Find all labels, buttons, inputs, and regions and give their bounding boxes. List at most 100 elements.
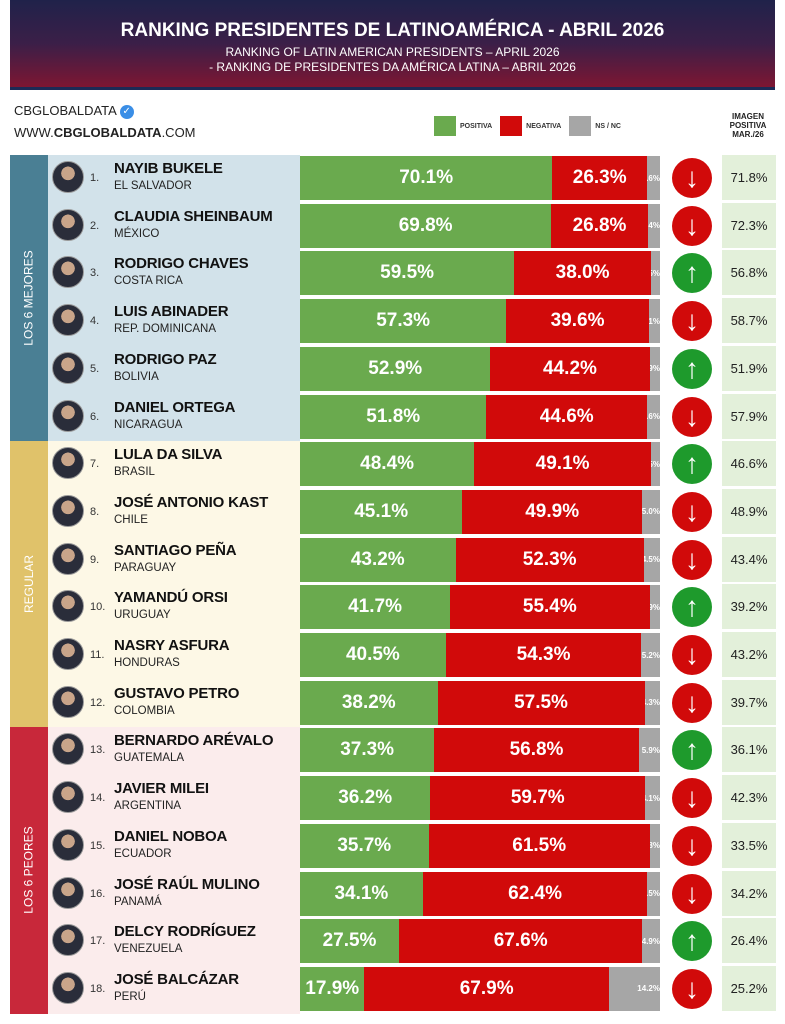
legend-swatch-positive [434, 116, 456, 136]
ns-segment: 2.5% [650, 442, 660, 487]
brand-url: WWW.CBGLOBALDATA.COM [14, 122, 196, 144]
ns-segment: 4.9% [642, 919, 660, 964]
rank-number: 12. [90, 696, 106, 709]
president-name: DELCY RODRÍGUEZ [114, 923, 256, 941]
president-name: JOSÉ BALCÁZAR [114, 970, 239, 988]
approval-bar: 57.3%39.6%3.1% [300, 299, 660, 344]
positive-segment: 69.8% [300, 203, 552, 248]
positive-segment: 35.7% [300, 823, 429, 868]
previous-positive-value: 33.5% [722, 822, 776, 869]
previous-positive-value: 39.7% [722, 679, 776, 726]
positive-segment: 70.1% [300, 156, 553, 200]
president-name: DANIEL NOBOA [114, 827, 228, 845]
verified-badge-icon: ✓ [119, 104, 134, 119]
president-photo [52, 828, 84, 861]
positive-segment: 48.4% [300, 442, 475, 487]
negative-segment: 67.6% [399, 919, 643, 964]
rank-number: 15. [90, 839, 106, 852]
group-background [48, 441, 300, 728]
ns-segment: 2.9% [649, 346, 660, 391]
url-prefix: WWW. [14, 125, 54, 140]
approval-bar: 45.1% 49.9% 5.0% [300, 489, 660, 534]
trend-up-arrow-icon: ↑ [672, 587, 712, 628]
previous-positive-value: 48.9% [722, 488, 776, 535]
positive-segment: 34.1% [300, 871, 423, 916]
president-photo [52, 638, 84, 670]
negative-segment: 44.2% [490, 346, 650, 391]
group-label-text: LOS 6 MEJORES [22, 250, 36, 346]
rank-number: 18. [90, 982, 106, 995]
country-name: ARGENTINA [114, 800, 182, 813]
president-row: 14.JAVIER MILEIARGENTINA36.2%59.7%4.1%↓4… [48, 775, 778, 822]
trend-down-arrow-icon: ↓ [672, 539, 712, 580]
president-photo [52, 447, 84, 480]
trend-down-arrow-icon: ↓ [672, 396, 712, 437]
negative-segment: 26.8% [551, 203, 648, 248]
ns-segment: 5.9% [638, 728, 660, 773]
ns-segment: 3.5% [647, 871, 660, 916]
approval-bar: 51.8%44.6%3.6% [300, 394, 660, 439]
president-photo [52, 781, 84, 814]
previous-positive-value: 57.9% [722, 393, 776, 440]
president-row: 3. RODRIGO CHAVES COSTA RICA 59.5%38.0%2.5%… [48, 250, 778, 297]
positive-segment: 27.5% [300, 919, 399, 964]
president-name: BERNARDO ARÉVALO [114, 732, 274, 750]
president-row: 11. NASRY ASFURA HONDURAS 40.5% 54.3% 5.2% ↓ 43… [48, 632, 778, 678]
president-row: 18. JOSÉ BALCÁZAR PERÚ 17.9% 67.9% 14.2% ↓ 25.2… [48, 965, 778, 1012]
president-photo [52, 161, 84, 193]
previous-positive-value: 56.8% [722, 250, 776, 297]
approval-bar: 27.5% 67.6% 4.9% [300, 919, 660, 964]
rank-number: 10. [90, 601, 106, 614]
previous-positive-value: 34.2% [722, 870, 776, 917]
negative-segment: 56.8% [434, 728, 639, 773]
president-name: NASRY ASFURA [114, 637, 230, 654]
country-name: EL SALVADOR [114, 180, 192, 192]
rank-number: 6. [90, 410, 100, 423]
president-name: DANIEL ORTEGA [114, 398, 236, 416]
rank-number: 9. [90, 553, 100, 566]
president-name: GUSTAVO PETRO [114, 684, 240, 702]
brand: CBGLOBALDATA ✓ WWW.CBGLOBALDATA.COM [14, 100, 196, 144]
previous-positive-value: 36.1% [722, 727, 776, 774]
approval-bar: 52.9%44.2%2.9% [300, 346, 660, 391]
president-row: 13. BERNARDO ARÉVALO GUATEMALA 37.3% 56.8% 5.… [48, 727, 778, 774]
trend-down-arrow-icon: ↓ [672, 968, 712, 1009]
ns-segment: 4.1% [645, 776, 660, 821]
negative-segment: 26.3% [552, 156, 648, 200]
country-name: HONDURAS [114, 657, 180, 669]
president-photo [52, 304, 84, 337]
negative-segment: 49.1% [474, 442, 651, 487]
president-name: LUIS ABINADER [114, 303, 229, 321]
president-row: 16. JOSÉ RAÚL MULINO PANAMÁ 34.1%62.4%3.5% ↓… [48, 870, 778, 917]
rank-number: 7. [90, 458, 100, 471]
country-name: REP. DOMINICANA [114, 323, 217, 336]
positive-segment: 43.2% [300, 537, 456, 582]
previous-positive-value: 46.6% [722, 441, 776, 488]
president-name: CLAUDIA SHEINBAUM [114, 207, 273, 225]
negative-segment: 59.7% [430, 776, 646, 821]
rank-number: 14. [90, 792, 106, 805]
previous-positive-value: 71.8% [722, 155, 776, 201]
ns-segment: 14.2% [608, 966, 660, 1011]
positive-segment: 45.1% [300, 489, 463, 534]
previous-positive-value: 39.2% [722, 584, 776, 631]
trend-up-arrow-icon: ↑ [672, 348, 712, 389]
trend-down-arrow-icon: ↓ [672, 825, 712, 866]
president-row: 8. JOSÉ ANTONIO KAST CHILE 45.1% 49.9% 5.0% ↓ 4… [48, 488, 778, 535]
group-label-text: REGULAR [22, 555, 37, 614]
president-row: 7. LULA DA SILVA BRASIL 48.4%49.1%2.5% ↑46.6… [48, 441, 778, 488]
country-name: GUATEMALA [114, 752, 185, 765]
url-main: CBGLOBALDATA [53, 125, 162, 140]
trend-down-arrow-icon: ↓ [672, 301, 712, 342]
negative-segment: 57.5% [437, 680, 645, 725]
previous-positive-value: 43.2% [722, 632, 776, 678]
previous-positive-value: 43.4% [722, 536, 776, 583]
url-suffix: .COM [161, 125, 196, 140]
approval-bar: 35.7%61.5%2.8% [300, 823, 660, 868]
country-name: BRASIL [114, 466, 155, 479]
ns-segment: 5.2% [641, 633, 660, 677]
legend-swatch-negative [500, 116, 523, 136]
trend-down-arrow-icon: ↓ [672, 682, 712, 723]
president-row: 4. LUIS ABINADER REP. DOMINICANA 57.3% 39.6%… [48, 298, 778, 345]
president-photo [52, 351, 84, 384]
